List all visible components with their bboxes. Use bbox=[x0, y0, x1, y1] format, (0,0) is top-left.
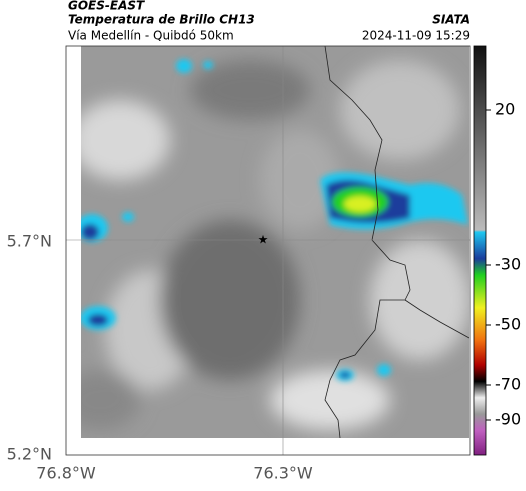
subtitle: Temperatura de Brillo CH13 bbox=[68, 13, 255, 27]
lon-label: 76.8°W bbox=[36, 464, 96, 483]
map-frame bbox=[65, 45, 471, 456]
location-marker: ★ bbox=[258, 233, 269, 247]
lon-label: 76.3°W bbox=[253, 464, 313, 483]
colorbar-tick-label: -30 bbox=[495, 255, 521, 274]
colorbar-ticks: 20 -30 -50 -70 -90 bbox=[486, 100, 521, 429]
source: SIATA bbox=[432, 13, 470, 27]
timestamp: 2024-11-09 15:29 bbox=[362, 29, 470, 43]
colorbar-tick-label: -50 bbox=[495, 315, 521, 334]
route: Vía Medellín - Quibdó 50km bbox=[68, 29, 234, 43]
colorbar-tick-label: -70 bbox=[495, 375, 521, 394]
lat-label: 5.7°N bbox=[7, 232, 52, 251]
lat-label: 5.2°N bbox=[7, 445, 52, 464]
colorbar-tick-label: 20 bbox=[495, 100, 515, 119]
colorbar-tick-label: -90 bbox=[495, 410, 521, 429]
satellite-image bbox=[81, 46, 469, 438]
colorbar bbox=[473, 45, 487, 456]
title: GOES-EAST bbox=[68, 0, 145, 13]
